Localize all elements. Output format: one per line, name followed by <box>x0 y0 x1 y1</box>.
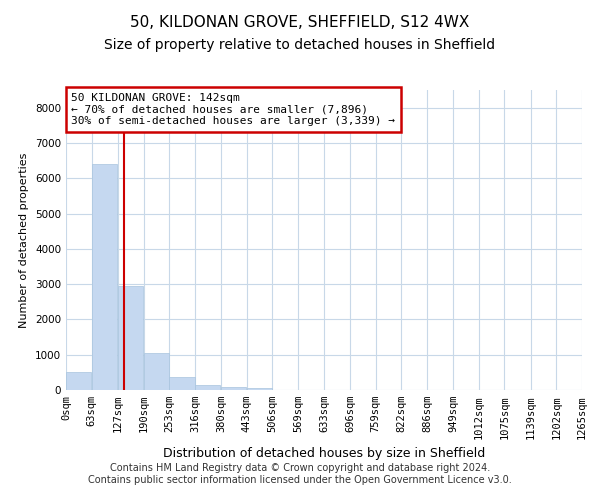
Text: 50, KILDONAN GROVE, SHEFFIELD, S12 4WX: 50, KILDONAN GROVE, SHEFFIELD, S12 4WX <box>130 15 470 30</box>
Bar <box>66 372 91 390</box>
Text: 50 KILDONAN GROVE: 142sqm
← 70% of detached houses are smaller (7,896)
30% of se: 50 KILDONAN GROVE: 142sqm ← 70% of detac… <box>71 93 395 126</box>
Bar <box>195 384 220 390</box>
Bar <box>92 164 117 390</box>
Y-axis label: Number of detached properties: Number of detached properties <box>19 152 29 328</box>
Bar <box>144 353 169 390</box>
Bar <box>221 387 247 390</box>
Text: Contains HM Land Registry data © Crown copyright and database right 2024.
Contai: Contains HM Land Registry data © Crown c… <box>88 464 512 485</box>
Bar <box>118 286 143 390</box>
Text: Size of property relative to detached houses in Sheffield: Size of property relative to detached ho… <box>104 38 496 52</box>
Bar <box>247 388 272 390</box>
Bar <box>169 376 194 390</box>
X-axis label: Distribution of detached houses by size in Sheffield: Distribution of detached houses by size … <box>163 447 485 460</box>
